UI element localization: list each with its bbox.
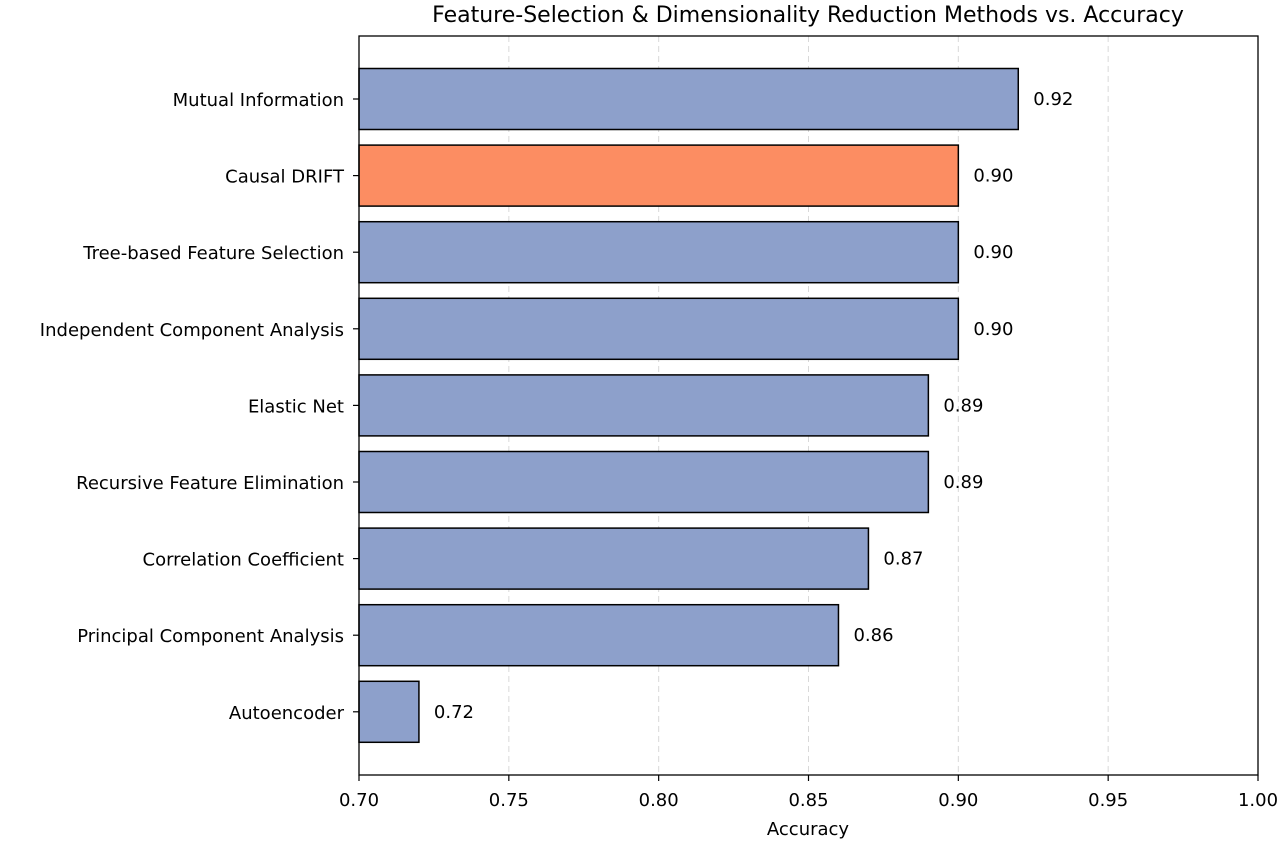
x-tick-label: 0.75 <box>489 790 529 811</box>
value-label: 0.89 <box>943 472 983 493</box>
bar <box>358 680 420 744</box>
x-axis-label: Accuracy <box>767 819 850 840</box>
value-label: 0.92 <box>1033 89 1073 110</box>
value-label: 0.87 <box>883 549 923 570</box>
value-label: 0.90 <box>973 319 1013 340</box>
x-tick-label: 0.85 <box>788 790 828 811</box>
bar <box>358 527 870 590</box>
x-tick-label: 0.70 <box>339 790 379 811</box>
category-labels: Mutual Information Causal DRIFT Tree-based… <box>40 90 359 724</box>
x-tick-label: 0.90 <box>938 790 978 811</box>
category-label: Mutual Information <box>173 90 344 111</box>
value-label: 0.72 <box>434 702 474 723</box>
bars <box>358 67 1020 744</box>
category-label: Elastic Net <box>248 396 344 417</box>
bar <box>358 603 840 667</box>
x-tick-label: 0.95 <box>1088 790 1128 811</box>
category-label: Causal DRIFT <box>225 167 345 188</box>
x-tick-label: 0.80 <box>639 790 679 811</box>
value-label: 0.90 <box>973 166 1013 187</box>
category-label: Correlation Coefficient <box>143 550 344 571</box>
value-labels: 0.92 0.90 0.90 0.90 0.89 0.89 0.87 0.86 0.72 <box>434 89 1073 723</box>
value-label: 0.86 <box>853 625 893 646</box>
bar <box>358 297 960 361</box>
bar <box>358 144 960 207</box>
bar <box>358 220 960 284</box>
chart-title: Feature-Selection & Dimensionality Reduc… <box>432 3 1184 28</box>
category-label: Tree-based Feature Selection <box>82 243 344 264</box>
x-ticks: 0.70 0.75 0.80 0.85 0.90 0.95 1.00 <box>339 775 1278 811</box>
bar <box>358 450 930 514</box>
value-label: 0.89 <box>943 395 983 416</box>
category-label: Recursive Feature Elimination <box>76 473 344 494</box>
category-label: Autoencoder <box>229 703 345 724</box>
bar <box>358 374 930 437</box>
category-label: Independent Component Analysis <box>40 320 344 341</box>
x-tick-label: 1.00 <box>1238 790 1278 811</box>
value-label: 0.90 <box>973 242 1013 263</box>
bar <box>358 67 1020 131</box>
category-label: Principal Component Analysis <box>77 626 344 647</box>
